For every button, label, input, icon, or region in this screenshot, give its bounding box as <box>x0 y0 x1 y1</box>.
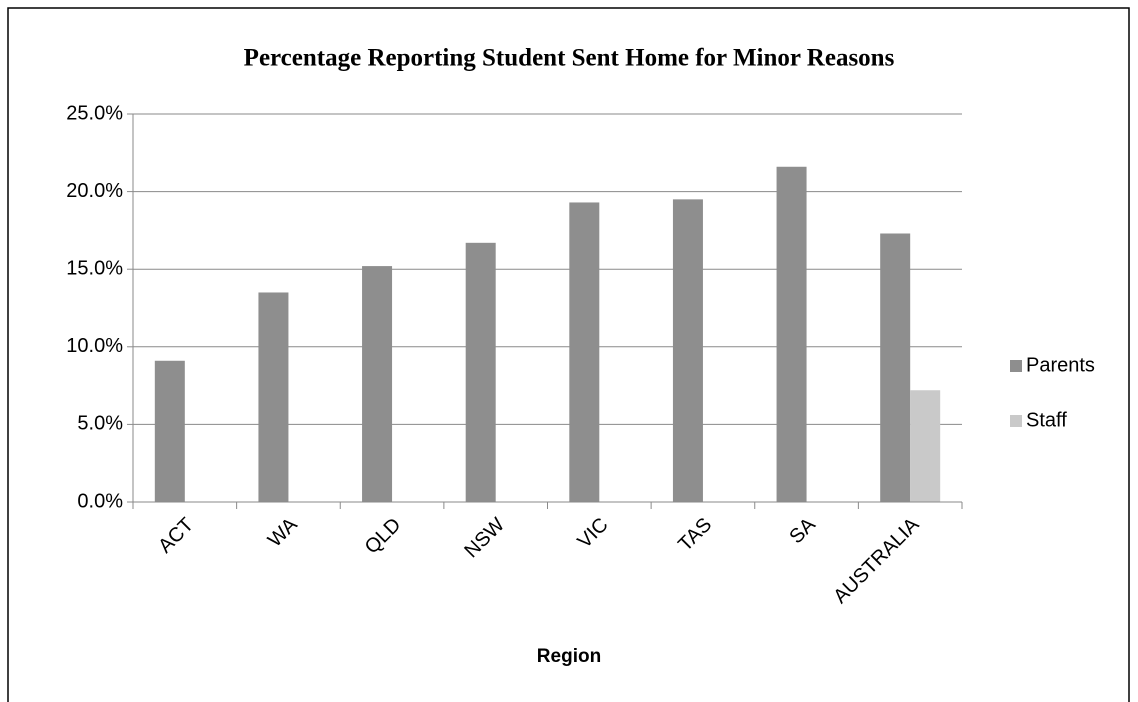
bar <box>154 360 185 502</box>
bar <box>880 233 911 502</box>
chart-title: Percentage Reporting Student Sent Home f… <box>244 45 895 72</box>
legend-label: Parents <box>1026 354 1095 376</box>
y-tick-label: 10.0% <box>66 335 123 357</box>
chart-border <box>7 7 1130 702</box>
bar <box>258 292 289 502</box>
legend-swatch <box>1010 415 1022 427</box>
y-tick-label: 15.0% <box>66 257 123 279</box>
legend-label: Staff <box>1026 409 1067 431</box>
y-tick-label: 5.0% <box>77 413 123 435</box>
y-tick-label: 0.0% <box>77 490 123 512</box>
bar <box>362 266 393 502</box>
bar <box>672 199 703 503</box>
legend-swatch <box>1010 360 1022 372</box>
bar <box>776 166 807 502</box>
bar <box>465 242 496 503</box>
x-axis-label: Region <box>537 646 601 667</box>
y-tick-label: 20.0% <box>66 180 123 202</box>
bar <box>569 202 600 503</box>
bar <box>910 390 941 502</box>
y-tick-label: 25.0% <box>66 102 123 124</box>
